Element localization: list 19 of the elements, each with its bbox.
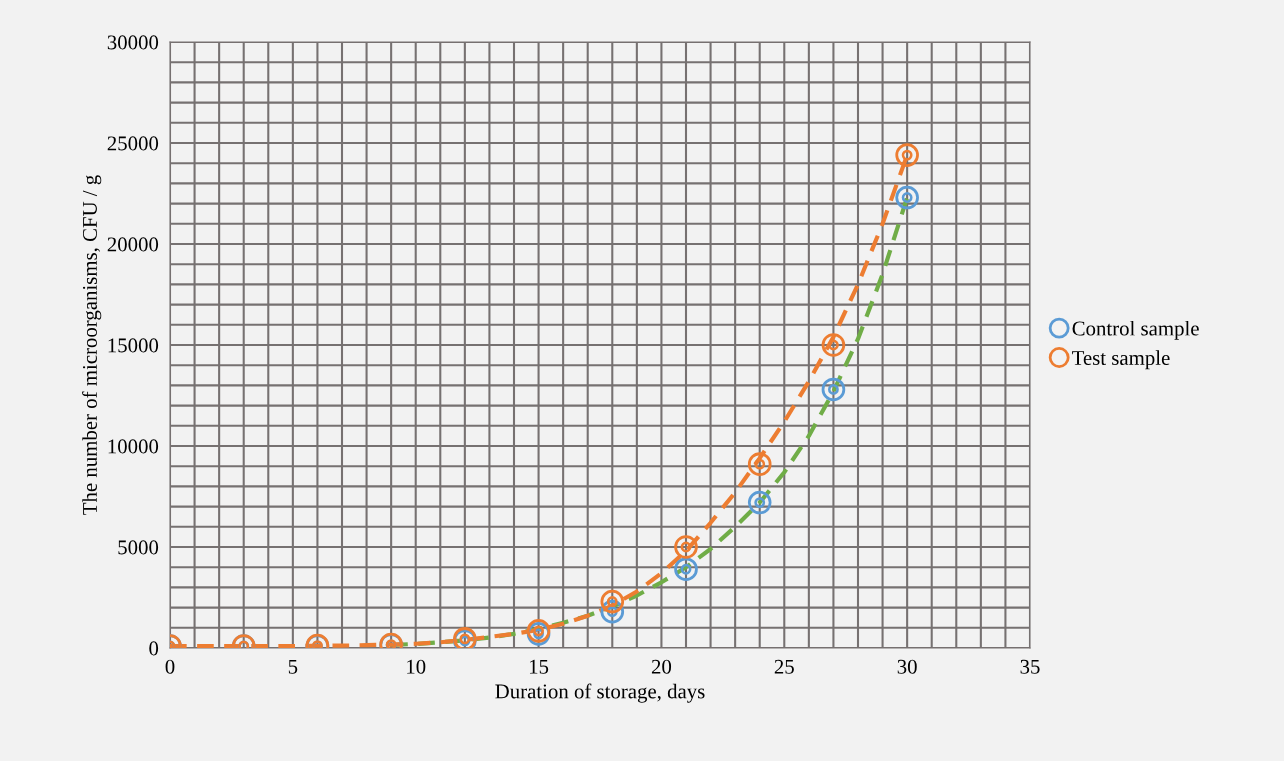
legend-label: Test sample [1072, 350, 1170, 370]
x-tick-label: 15 [529, 659, 549, 674]
y-tick-label: 5000 [118, 540, 159, 555]
y-tick-label: 10000 [108, 439, 159, 454]
x-tick-label: 25 [774, 659, 794, 674]
y-tick-label: 20000 [107, 237, 159, 252]
x-tick-label: 10 [407, 659, 426, 674]
legend-label: Control sample [1072, 320, 1199, 340]
x-tick-label: 5 [288, 659, 298, 674]
y-tick-label: 25000 [107, 136, 159, 151]
x-axis-title: Duration of storage, days [495, 683, 705, 703]
x-tick-label: 0 [165, 659, 175, 674]
y-tick-label: 30000 [107, 35, 159, 50]
y-tick-label: 15000 [108, 338, 159, 353]
x-tick-label: 20 [651, 659, 672, 674]
y-tick-label: 0 [149, 641, 159, 656]
y-axis-title: The number of microorganisms, CFU / g [82, 175, 102, 515]
x-tick-label: 30 [897, 659, 917, 674]
x-tick-label: 35 [1020, 659, 1040, 674]
